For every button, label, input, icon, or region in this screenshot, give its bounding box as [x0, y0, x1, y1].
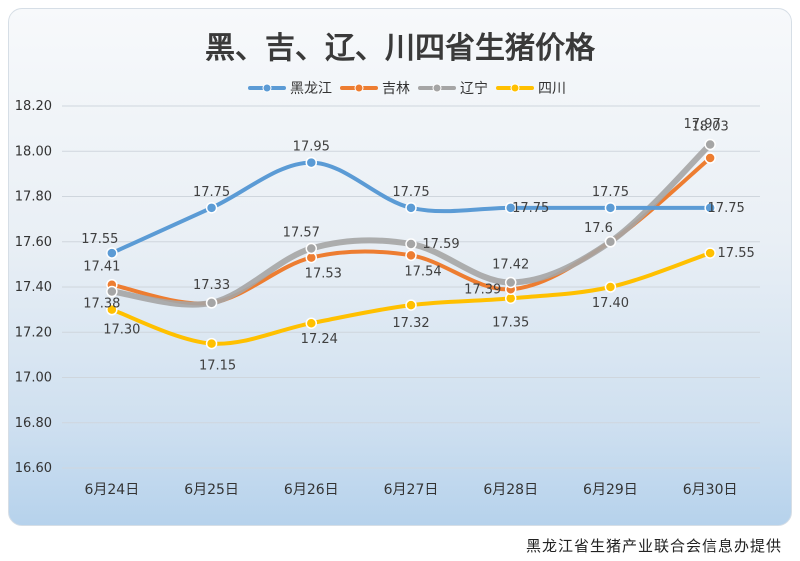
legend-marker — [510, 83, 520, 93]
source-credit: 黑龙江省生猪产业联合会信息办提供 — [525, 537, 782, 555]
data-label: 17.55 — [81, 232, 118, 247]
data-label: 17.75 — [392, 185, 429, 200]
x-tick-label: 6月24日 — [84, 482, 139, 498]
data-label: 17.55 — [718, 246, 755, 261]
data-label: 17.53 — [305, 267, 342, 282]
data-label: 17.6 — [584, 221, 613, 236]
data-point — [205, 202, 218, 214]
data-label: 18.03 — [692, 119, 729, 134]
data-point — [405, 249, 417, 262]
data-point — [504, 276, 517, 289]
data-label: 17.30 — [103, 323, 140, 338]
data-point — [405, 299, 417, 311]
data-point — [106, 303, 118, 316]
data-label: 17.33 — [193, 278, 230, 293]
legend-label: 黑龙江 — [290, 81, 332, 97]
y-tick-label: 18.00 — [15, 144, 52, 159]
data-label: 17.40 — [592, 296, 629, 311]
data-point — [704, 202, 716, 214]
y-tick-label: 17.40 — [15, 280, 52, 295]
y-tick-label: 18.20 — [15, 99, 52, 114]
data-point — [106, 247, 118, 259]
y-tick-label: 16.60 — [15, 461, 52, 476]
data-label: 17.38 — [83, 297, 120, 312]
x-tick-label: 6月25日 — [184, 482, 239, 498]
data-label: 17.57 — [283, 226, 320, 241]
x-tick-label: 6月26日 — [284, 482, 339, 498]
data-label: 17.32 — [392, 316, 429, 331]
data-point — [205, 297, 218, 309]
data-point — [504, 202, 517, 214]
legend-label: 辽宁 — [460, 80, 488, 97]
legend-marker — [432, 83, 442, 93]
legend-marker — [354, 83, 364, 93]
data-point — [704, 152, 716, 164]
data-label: 17.97 — [684, 117, 721, 132]
data-point — [405, 202, 417, 214]
data-label: 17.15 — [199, 359, 236, 374]
legend-marker — [262, 83, 272, 93]
data-label: 17.42 — [492, 257, 529, 272]
x-tick-label: 6月30日 — [683, 482, 738, 498]
y-tick-label: 17.80 — [15, 190, 52, 205]
x-tick-label: 6月27日 — [384, 482, 439, 498]
data-point — [106, 285, 118, 298]
data-label: 17.41 — [83, 260, 120, 275]
data-point — [604, 281, 617, 293]
data-label: 17.75 — [708, 201, 745, 216]
y-tick-label: 17.60 — [15, 235, 52, 250]
data-point — [604, 236, 617, 248]
data-point — [604, 202, 617, 214]
chart-title: 黑、吉、辽、川四省生猪价格 — [205, 31, 596, 66]
data-label: 17.39 — [464, 282, 501, 297]
chart-panel — [8, 8, 792, 526]
y-tick-label: 17.20 — [15, 325, 52, 340]
data-point — [405, 238, 417, 250]
data-label: 17.75 — [592, 185, 629, 200]
data-point — [305, 156, 318, 169]
x-tick-label: 6月28日 — [483, 482, 538, 498]
data-point — [305, 317, 318, 329]
data-label: 17.95 — [293, 140, 330, 155]
data-point — [704, 138, 716, 151]
data-label: 17.54 — [404, 264, 441, 279]
y-tick-label: 16.80 — [15, 416, 52, 431]
data-point — [704, 247, 716, 259]
x-tick-label: 6月29日 — [583, 482, 638, 498]
data-point — [305, 242, 318, 255]
legend-label: 四川 — [538, 81, 566, 97]
data-label: 17.24 — [301, 332, 338, 347]
data-label: 17.75 — [512, 201, 549, 216]
data-point — [205, 337, 218, 350]
data-label: 17.35 — [492, 315, 529, 330]
y-tick-label: 17.00 — [15, 371, 52, 386]
legend-label: 吉林 — [382, 81, 410, 97]
data-label: 17.59 — [422, 237, 459, 252]
data-label: 17.75 — [193, 185, 230, 200]
